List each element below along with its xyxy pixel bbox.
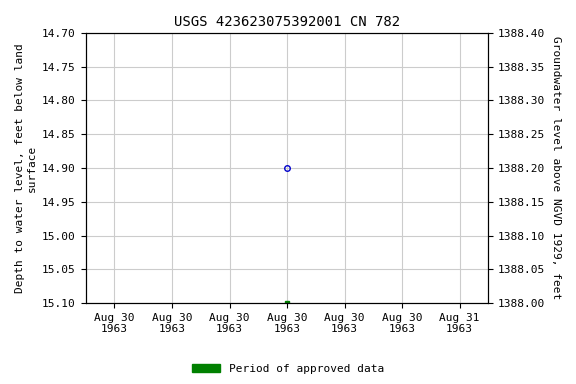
Y-axis label: Groundwater level above NGVD 1929, feet: Groundwater level above NGVD 1929, feet xyxy=(551,36,561,300)
Y-axis label: Depth to water level, feet below land
surface: Depth to water level, feet below land su… xyxy=(15,43,37,293)
Legend: Period of approved data: Period of approved data xyxy=(188,359,388,379)
Title: USGS 423623075392001 CN 782: USGS 423623075392001 CN 782 xyxy=(174,15,400,29)
